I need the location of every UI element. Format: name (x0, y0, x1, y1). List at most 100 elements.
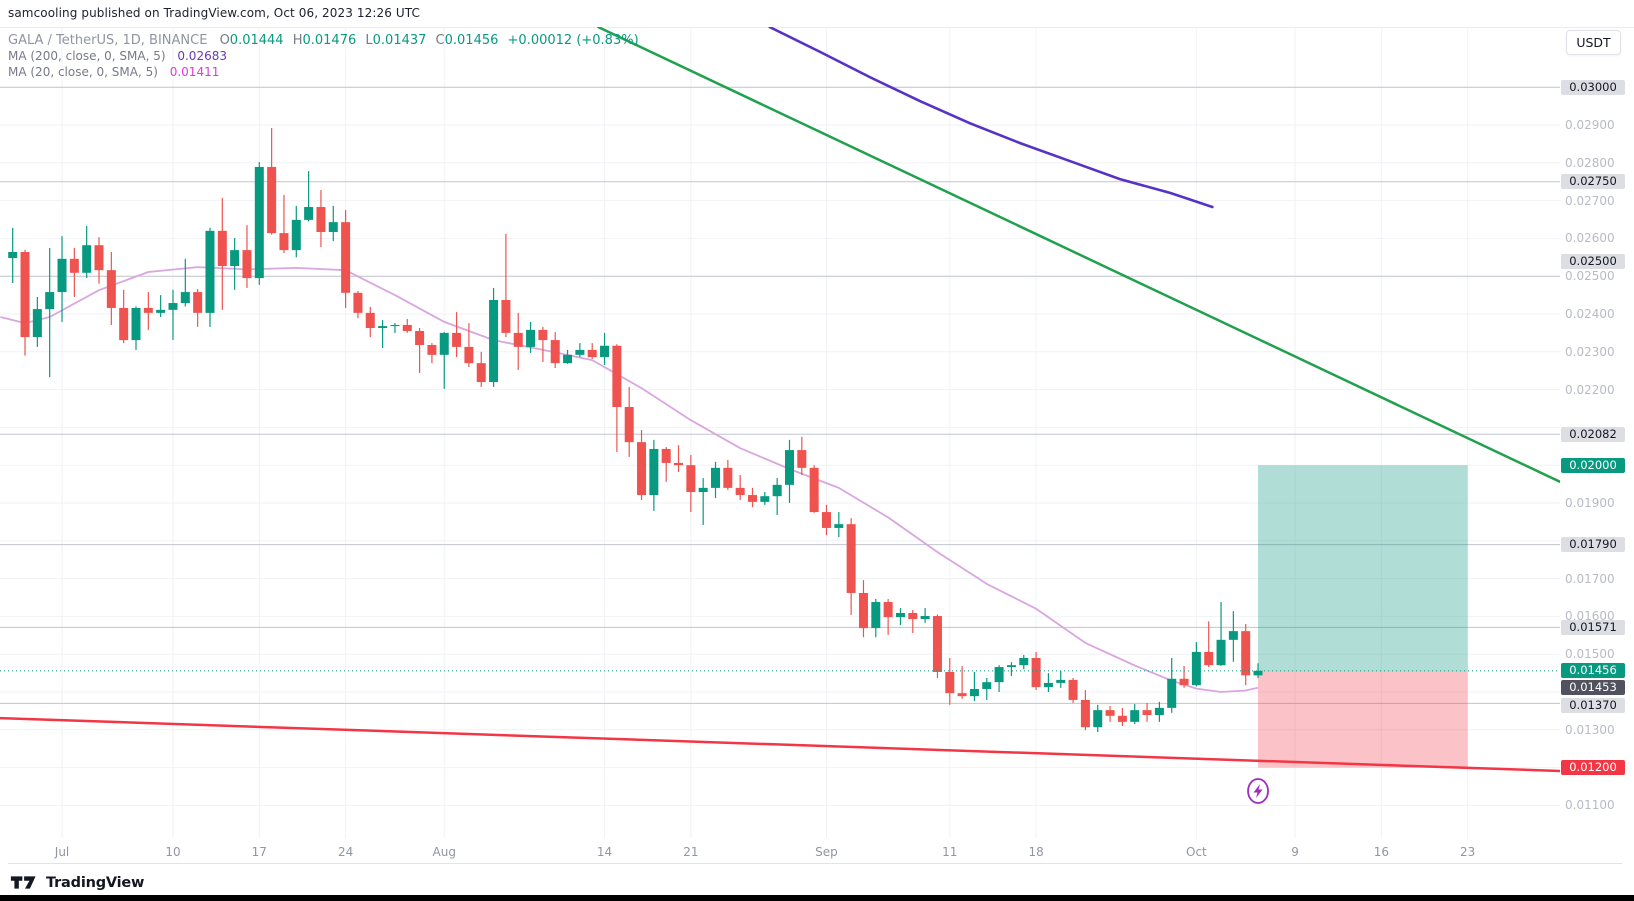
high-value: 0.01476 (302, 33, 357, 48)
price-tick: 0.01500 (1565, 647, 1615, 662)
candle (254, 162, 264, 285)
candle (920, 608, 930, 623)
time-axis[interactable] (0, 840, 1560, 863)
price-level-label-0.02082: 0.02082 (1561, 426, 1625, 442)
time-tick-18: 18 (1028, 845, 1044, 859)
open-value: 0.01444 (229, 33, 284, 48)
currency-usdt-button[interactable]: USDT (1566, 30, 1621, 55)
candle (1080, 690, 1090, 731)
candle (57, 236, 67, 322)
candle (1068, 678, 1078, 703)
candle (230, 238, 240, 290)
candle (1043, 673, 1053, 692)
chart-legend: GALA / TetherUS, 1D, BINANCE O0.01444 H0… (8, 33, 639, 81)
candle (427, 343, 437, 364)
symbol-title: GALA / TetherUS, 1D, BINANCE (8, 33, 208, 48)
candle (476, 351, 486, 387)
candles-layer (8, 128, 1263, 733)
candle (945, 657, 955, 705)
price-tick: 0.02800 (1565, 155, 1615, 170)
candle (1179, 665, 1189, 688)
publish-lightning-icon[interactable] (1247, 778, 1269, 804)
time-tick-23: 23 (1459, 845, 1476, 859)
price-tick: 0.01300 (1565, 722, 1615, 737)
candle (982, 678, 992, 700)
close-label: C (435, 33, 445, 48)
long-position-loss-box[interactable] (1258, 671, 1468, 768)
price-tick: 0.01900 (1565, 496, 1615, 510)
price-tick: 0.02600 (1565, 231, 1615, 246)
candle (575, 343, 585, 358)
ma20-line (0, 266, 1259, 693)
candle (119, 289, 129, 344)
long-position-profit-box[interactable] (1258, 465, 1468, 672)
symbol-ohlc-row: GALA / TetherUS, 1D, BINANCE O0.01444 H0… (8, 33, 639, 48)
candle (217, 197, 227, 310)
candle (464, 323, 474, 367)
candle (415, 327, 425, 373)
candle (698, 478, 708, 525)
ma200-line (768, 27, 1214, 209)
close-value: 0.01456 (444, 33, 499, 48)
candle (94, 237, 104, 284)
candle (797, 436, 807, 476)
tradingview-logo[interactable]: TradingView (10, 874, 144, 891)
candle (723, 459, 733, 491)
candle (649, 439, 659, 511)
price-tick: 0.01700 (1565, 571, 1615, 586)
candle (328, 205, 338, 242)
price-level-label-0.01456: 0.01456 (1561, 663, 1625, 679)
candle (20, 249, 30, 356)
candle (908, 609, 918, 634)
ma200-label: MA (200, close, 0, SMA, 5) (8, 49, 166, 63)
candle (1216, 602, 1226, 666)
candle (180, 258, 190, 307)
candle (378, 320, 388, 349)
time-tick-17: 17 (251, 845, 267, 859)
price-tick: 0.02900 (1565, 118, 1615, 132)
time-tick-Sep: Sep (815, 845, 838, 859)
candle (1105, 705, 1115, 722)
candle (994, 665, 1004, 692)
candle (1204, 621, 1214, 668)
red-support-line[interactable] (0, 716, 1560, 773)
ma20-row: MA (20, close, 0, SMA, 5) 0.01411 (8, 65, 639, 80)
price-tick: 0.02400 (1565, 307, 1615, 321)
candle (341, 210, 351, 308)
ma20-label: MA (20, close, 0, SMA, 5) (8, 65, 158, 79)
time-tick-11: 11 (942, 845, 958, 859)
candle (526, 321, 536, 353)
time-tick-Aug: Aug (432, 845, 456, 859)
price-level-label-0.03000: 0.03000 (1561, 79, 1625, 95)
price-level-label-0.02000: 0.02000 (1561, 457, 1625, 473)
candle (846, 518, 856, 615)
candle (205, 227, 215, 327)
candle (1117, 707, 1127, 727)
candle (69, 247, 79, 297)
time-tick-9: 9 (1291, 845, 1299, 859)
candle (501, 233, 511, 338)
ma200-row: MA (200, close, 0, SMA, 5) 0.02683 (8, 49, 639, 64)
high-label: H (292, 33, 303, 48)
candle (82, 225, 92, 279)
price-tick: 0.02300 (1565, 344, 1615, 359)
candle (8, 227, 18, 284)
candle (834, 512, 844, 538)
tradingview-logo-text: TradingView (46, 874, 145, 891)
candle (304, 171, 314, 222)
green-resistance-line[interactable] (597, 27, 1560, 484)
candle (760, 492, 770, 505)
price-level-label-0.01571: 0.01571 (1561, 619, 1625, 635)
candle (661, 447, 671, 482)
open-label: O (219, 33, 230, 48)
change-value: +0.00012 (+0.83%) (507, 33, 639, 48)
candle (1241, 623, 1251, 686)
candle (489, 287, 499, 387)
candle (600, 332, 610, 366)
low-value: 0.01437 (372, 33, 427, 48)
chart-pane[interactable] (0, 27, 1560, 838)
candle (711, 461, 721, 499)
candle (1019, 654, 1029, 670)
